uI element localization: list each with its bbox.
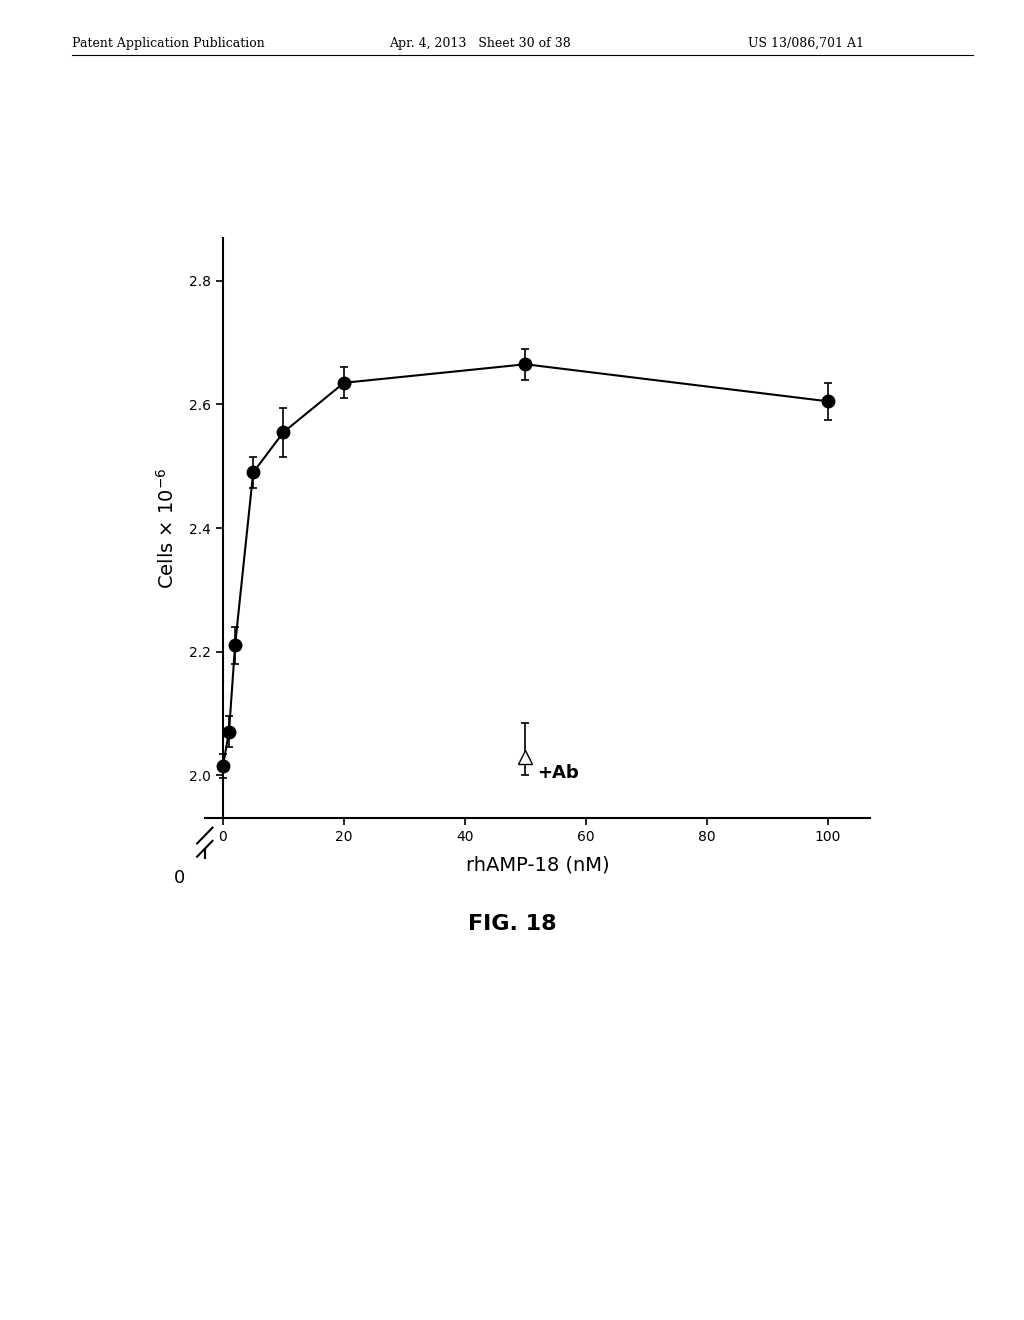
- Text: +Ab: +Ab: [538, 764, 580, 781]
- Text: FIG. 18: FIG. 18: [468, 913, 556, 935]
- X-axis label: rhAMP-18 (nM): rhAMP-18 (nM): [466, 855, 609, 874]
- Text: Apr. 4, 2013   Sheet 30 of 38: Apr. 4, 2013 Sheet 30 of 38: [389, 37, 570, 50]
- Text: US 13/086,701 A1: US 13/086,701 A1: [748, 37, 863, 50]
- Text: 0: 0: [174, 869, 184, 887]
- Text: Patent Application Publication: Patent Application Publication: [72, 37, 264, 50]
- Y-axis label: Cells $\times$ 10$^{-6}$: Cells $\times$ 10$^{-6}$: [156, 467, 178, 589]
